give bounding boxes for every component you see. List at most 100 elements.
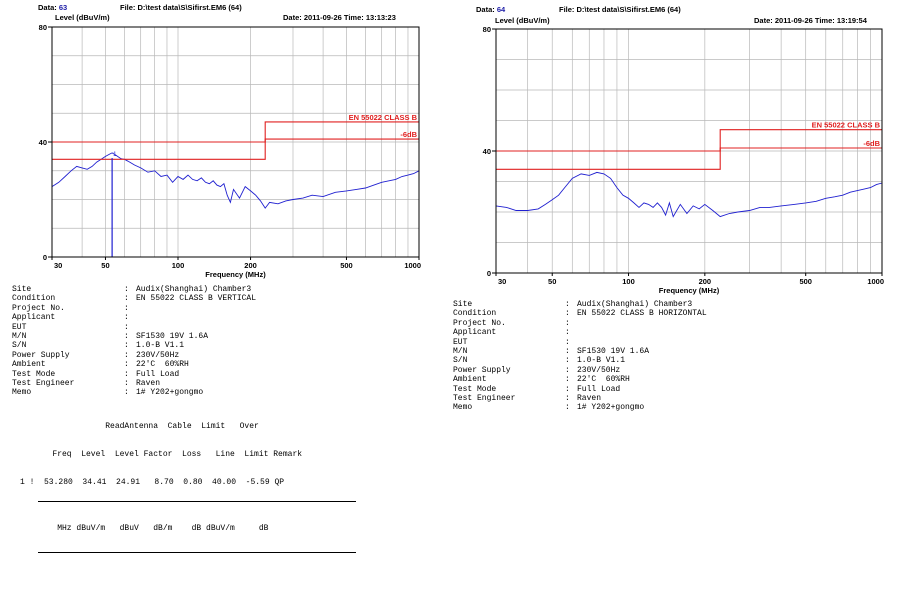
- y-tick-label: 0: [43, 253, 47, 262]
- info-row-site: Site: Audix(Shanghai) Chamber3: [12, 285, 256, 294]
- info-label: Test Mode: [12, 369, 56, 379]
- info-colon: :: [124, 331, 129, 341]
- info-label: Memo: [12, 388, 32, 398]
- info-label: S/N: [453, 356, 468, 366]
- emission-chart-horizontal: EN 55022 CLASS B -6dB 0 40 80 30 50 100 200 500 10…: [483, 25, 884, 295]
- info-row-applicant: Applicant:: [12, 313, 256, 322]
- info-label: EUT: [453, 337, 468, 347]
- info-colon: :: [124, 313, 129, 323]
- info-colon: :: [565, 328, 570, 338]
- info-row-test-engineer: Test Engineer: Raven: [12, 379, 256, 388]
- info-value: Raven: [577, 393, 602, 403]
- date-time: Date: 2011-09-26 Time: 13:19:54: [754, 16, 867, 25]
- info-row-ambient: Ambient:22'C 60%RH: [12, 360, 256, 369]
- info-value: Raven: [136, 378, 161, 388]
- info-label: Ambient: [12, 360, 46, 370]
- limit-line: [496, 129, 882, 152]
- limit-line: [52, 121, 419, 143]
- x-axis-title: Frequency (MHz): [205, 270, 266, 279]
- x-axis-title: Frequency (MHz): [659, 286, 720, 295]
- info-colon: :: [565, 365, 570, 375]
- y-tick-label: 80: [483, 25, 491, 34]
- emission-trace: [51, 152, 420, 209]
- info-colon: :: [124, 341, 129, 351]
- info-colon: :: [124, 350, 129, 360]
- info-row-condition: Condition: EN 55022 CLASS B HORIZONTAL: [453, 309, 707, 318]
- emission-chart-vertical: EN 55022 CLASS B -6dB 1 0 40 80 30 50 100 200 500 1…: [39, 23, 421, 279]
- info-colon: :: [124, 378, 129, 388]
- info-label: Applicant: [453, 328, 497, 338]
- info-colon: :: [124, 294, 129, 304]
- info-colon: :: [565, 403, 570, 413]
- y-axis-title: Level (dBuV/m): [55, 13, 110, 22]
- data-number: Data: 63: [38, 3, 68, 12]
- info-label: Power Supply: [12, 350, 70, 360]
- limit-label: EN 55022 CLASS B: [349, 113, 418, 122]
- x-tick-label: 1000: [404, 261, 421, 270]
- info-row-eut: EUT:: [12, 323, 256, 332]
- info-label: Test Engineer: [453, 393, 516, 403]
- info-value: SF1530 19V 1.6A: [136, 331, 209, 341]
- info-value: Full Load: [136, 369, 180, 379]
- limit-label: -6dB: [400, 130, 417, 139]
- info-row-power-supply: Power Supply:230V/50Hz: [12, 351, 256, 360]
- info-label: Test Mode: [453, 384, 497, 394]
- info-row-s-n: S/N:1.0-B V1.1: [453, 356, 707, 365]
- info-colon: :: [565, 337, 570, 347]
- info-colon: :: [124, 303, 129, 313]
- date-time: Date: 2011-09-26 Time: 13:13:23: [283, 13, 396, 22]
- y-tick-label: 80: [39, 23, 47, 32]
- y-tick-label: 40: [39, 138, 47, 147]
- info-value: 1# Y202+gongmo: [136, 388, 204, 398]
- info-row-site: Site: Audix(Shanghai) Chamber3: [453, 300, 707, 309]
- info-value: 22'C 60%RH: [136, 360, 189, 370]
- info-colon: :: [565, 309, 570, 319]
- info-value: 1.0-B V1.1: [136, 341, 185, 351]
- info-colon: :: [565, 375, 570, 385]
- info-label: Applicant: [12, 313, 56, 323]
- info-colon: :: [124, 285, 129, 294]
- info-row-m-n: M/N: SF1530 19V 1.6A: [453, 347, 707, 356]
- info-row-eut: EUT:: [453, 338, 707, 347]
- info-label: Ambient: [453, 375, 487, 385]
- info-row-test-mode: Test Mode: Full Load: [453, 385, 707, 394]
- right-panel: Data: 64 File: D:\test data\S\Sifirst.EM…: [449, 0, 889, 474]
- info-value: 22'C 60%RH: [577, 375, 630, 385]
- info-label: Condition: [12, 294, 56, 304]
- info-value: 1# Y202+gongmo: [577, 403, 645, 413]
- x-tick-label: 30: [54, 261, 62, 270]
- y-tick-label: 0: [487, 269, 491, 278]
- x-tick-label: 100: [622, 277, 635, 286]
- emission-trace: [495, 171, 883, 218]
- x-tick-label: 1000: [867, 277, 884, 286]
- info-colon: :: [565, 356, 570, 366]
- info-row-s-n: S/N:1.0-B V1.1: [12, 341, 256, 350]
- info-row-project-no-: Project No.:: [12, 304, 256, 313]
- x-tick-label: 50: [548, 277, 556, 286]
- table-header-1: ReadAntenna Cable Limit Over: [38, 421, 259, 431]
- test-info: Site: Audix(Shanghai) Chamber3 Condition: E…: [453, 300, 707, 413]
- info-row-memo: Memo:1# Y202+gongmo: [12, 388, 256, 397]
- x-tick-label: 500: [340, 261, 353, 270]
- info-label: EUT: [12, 322, 27, 332]
- x-tick-label: 200: [699, 277, 712, 286]
- info-row-project-no-: Project No.:: [453, 319, 707, 328]
- info-colon: :: [565, 384, 570, 394]
- info-colon: :: [124, 322, 129, 332]
- limit-label: EN 55022 CLASS B: [812, 121, 881, 130]
- info-value: EN 55022 CLASS B HORIZONTAL: [577, 309, 707, 319]
- info-label: Project No.: [453, 318, 506, 328]
- info-label: S/N: [12, 341, 27, 351]
- info-value: 1.0-B V1.1: [577, 356, 626, 366]
- info-row-test-mode: Test Mode: Full Load: [12, 370, 256, 379]
- limit-line: [52, 138, 419, 160]
- info-colon: :: [124, 388, 129, 398]
- info-colon: :: [565, 346, 570, 356]
- table-header-2: Freq Level Level Factor Loss Line Limit …: [38, 450, 303, 460]
- info-label: Site: [453, 300, 473, 309]
- info-value: Audix(Shanghai) Chamber3: [577, 300, 693, 309]
- limit-line: [496, 147, 882, 170]
- info-value: EN 55022 CLASS B VERTICAL: [136, 294, 257, 304]
- info-label: Condition: [453, 309, 497, 319]
- info-value: Audix(Shanghai) Chamber3: [136, 285, 252, 294]
